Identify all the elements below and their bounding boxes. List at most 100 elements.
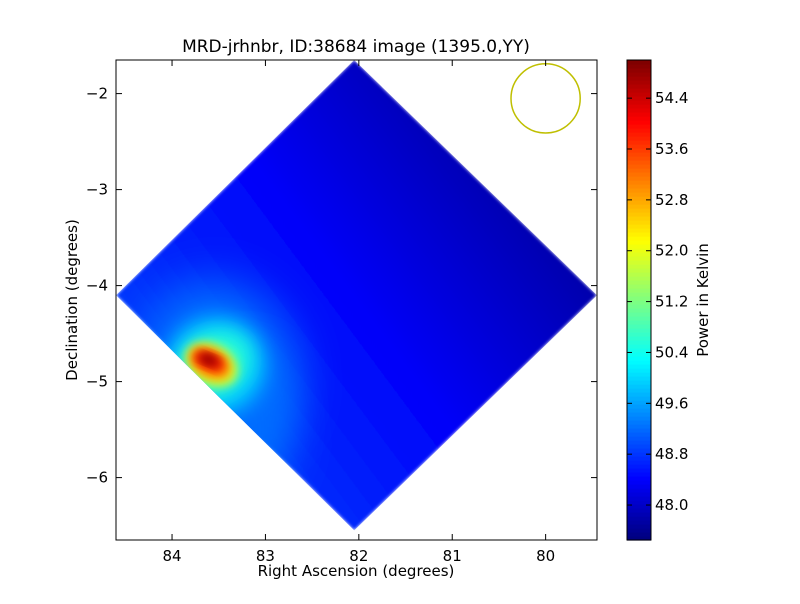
colorbar-segment [627,376,651,381]
x-axis-ticks: 84 83 82 81 80 [162,60,555,565]
colorbar-segment [627,100,651,105]
colorbar-segment [627,488,651,493]
colorbar-segment [627,160,651,165]
x-axis-label: Right Ascension (degrees) [258,562,455,580]
colorbar-segment [627,284,651,289]
colorbar-segment [627,264,651,269]
colorbar-segment [627,96,651,101]
colorbar-segment [627,480,651,485]
colorbar-segment [627,200,651,205]
colorbar-segment [627,496,651,501]
colorbar-segment [627,436,651,441]
colorbar [626,59,652,541]
colorbar-segment [627,520,651,525]
colorbar-segment [627,400,651,405]
colorbar-segment [627,360,651,365]
colorbar-segment [627,276,651,281]
colorbar-segment [627,180,651,185]
colorbar-segment [627,112,651,117]
colorbar-segment [627,84,651,89]
colorbar-segment [627,412,651,417]
chart-title: MRD-jrhnbr, ID:38684 image (1395.0,YY) [182,37,530,57]
colorbar-segment [627,212,651,217]
colorbar-segment [627,136,651,141]
beam-circle [510,63,581,134]
colorbar-segment [627,248,651,253]
colorbar-segment [627,404,651,409]
colorbar-segment [627,172,651,177]
x-tick-label: 81 [443,547,462,565]
colorbar-segment [627,244,651,249]
colorbar-segment [627,380,651,385]
colorbar-segment [627,292,651,297]
hot-spot-layer [200,354,216,365]
colorbar-segment [627,76,651,81]
colorbar-segment [627,232,651,237]
colorbar-segment [627,384,651,389]
colorbar-tick-label: 52.8 [655,191,688,209]
colorbar-segment [627,224,651,229]
colorbar-tick-label: 48.0 [655,496,688,514]
colorbar-segment [627,420,651,425]
plot-frame [115,59,598,541]
colorbar-segment [627,324,651,329]
colorbar-segment [627,124,651,129]
colorbar-segment [627,516,651,521]
colorbar-tick-label: 54.4 [655,89,688,107]
x-tick-label: 80 [536,547,555,565]
colorbar-tick-label: 53.6 [655,140,688,158]
plot-area [116,60,597,531]
colorbar-segment [627,296,651,301]
colorbar-segment [627,320,651,325]
colorbar-segment [627,512,651,517]
colorbar-segment [627,348,651,353]
colorbar-segment [627,504,651,509]
colorbar-segment [627,192,651,197]
x-tick-label: 83 [256,547,275,565]
colorbar-segment [627,68,651,73]
colorbar-segment [627,228,651,233]
colorbar-segment [627,308,651,313]
colorbar-segment [627,464,651,469]
heatmap-field [116,60,597,531]
y-tick-label: −2 [86,85,108,103]
colorbar-segment [627,140,651,145]
y-axis-ticks: −2 −3 −4 −5 −6 [86,85,597,487]
y-tick-label: −5 [86,373,108,391]
colorbar-segment [627,456,651,461]
colorbar-segment [627,316,651,321]
colorbar-segment [627,372,651,377]
colorbar-segment [627,408,651,413]
colorbar-segment [627,484,651,489]
colorbar-segment [627,336,651,341]
colorbar-frame [626,59,652,541]
colorbar-segment [627,364,651,369]
colorbar-segment [627,332,651,337]
colorbar-segment [627,448,651,453]
colorbar-segment [627,272,651,277]
colorbar-segment [627,204,651,209]
colorbar-segment [627,184,651,189]
colorbar-segment [627,64,651,69]
colorbar-segment [627,452,651,457]
colorbar-segment [627,388,651,393]
y-tick-label: −3 [86,181,108,199]
colorbar-segment [627,108,651,113]
colorbar-segment [627,104,651,109]
colorbar-segment [627,240,651,245]
colorbar-segment [627,424,651,429]
colorbar-segment [627,188,651,193]
colorbar-segment [627,536,651,541]
colorbar-tick-label: 52.0 [655,242,688,260]
colorbar-segment [627,252,651,257]
colorbar-segment [627,72,651,77]
colorbar-segment [627,444,651,449]
colorbar-segment [627,148,651,153]
colorbar-segment [627,164,651,169]
colorbar-segment [627,472,651,477]
colorbar-segment [627,196,651,201]
colorbar-segment [627,416,651,421]
colorbar-segment [627,236,651,241]
